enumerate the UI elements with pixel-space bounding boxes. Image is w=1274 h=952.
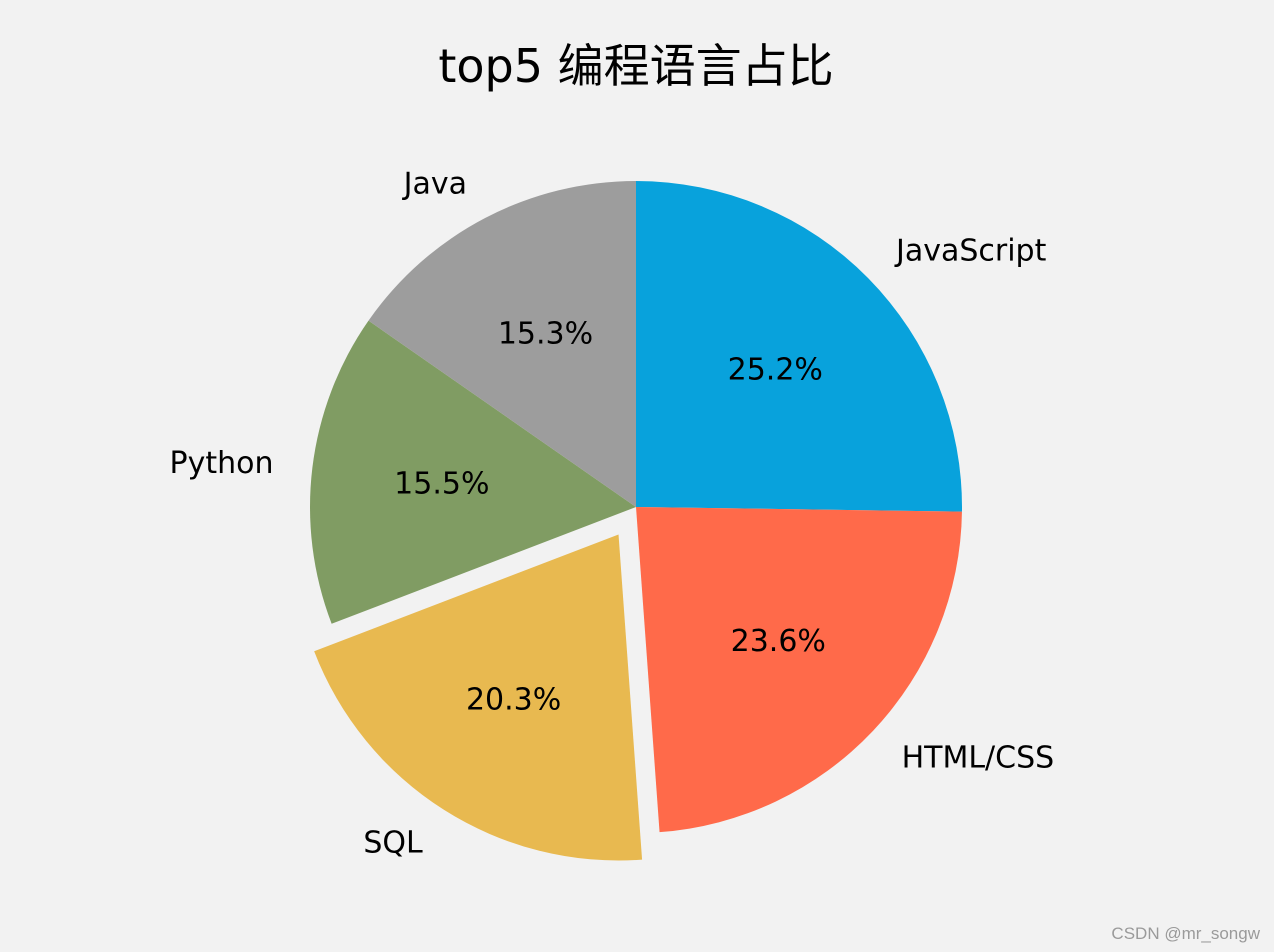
pie-slice-htmlcss — [636, 507, 962, 833]
slice-percent-label: 15.3% — [498, 317, 593, 352]
slice-percent-label: 15.5% — [394, 466, 489, 501]
slice-percent-label: 23.6% — [731, 624, 826, 659]
pie-slice-java — [368, 181, 636, 507]
slice-category-label: Java — [402, 166, 467, 201]
pie-slice-python — [310, 320, 636, 624]
slice-category-label: Python — [170, 446, 274, 481]
slice-percent-label: 20.3% — [466, 683, 561, 718]
slice-category-label: HTML/CSS — [902, 741, 1055, 776]
slice-category-label: SQL — [363, 826, 423, 861]
watermark: CSDN @mr_songw — [1111, 924, 1260, 943]
pie-slices — [310, 181, 962, 861]
chart-title: top5 编程语言占比 — [438, 39, 833, 93]
pie-slice-sql — [314, 534, 643, 861]
pie-labels: 25.2% JavaScript 23.6% HTML/CSS 20.3% SQL 15.5… — [170, 166, 1055, 860]
pie-slice-javascript — [636, 181, 962, 512]
slice-percent-label: 25.2% — [728, 353, 823, 388]
slice-category-label: JavaScript — [894, 234, 1047, 269]
